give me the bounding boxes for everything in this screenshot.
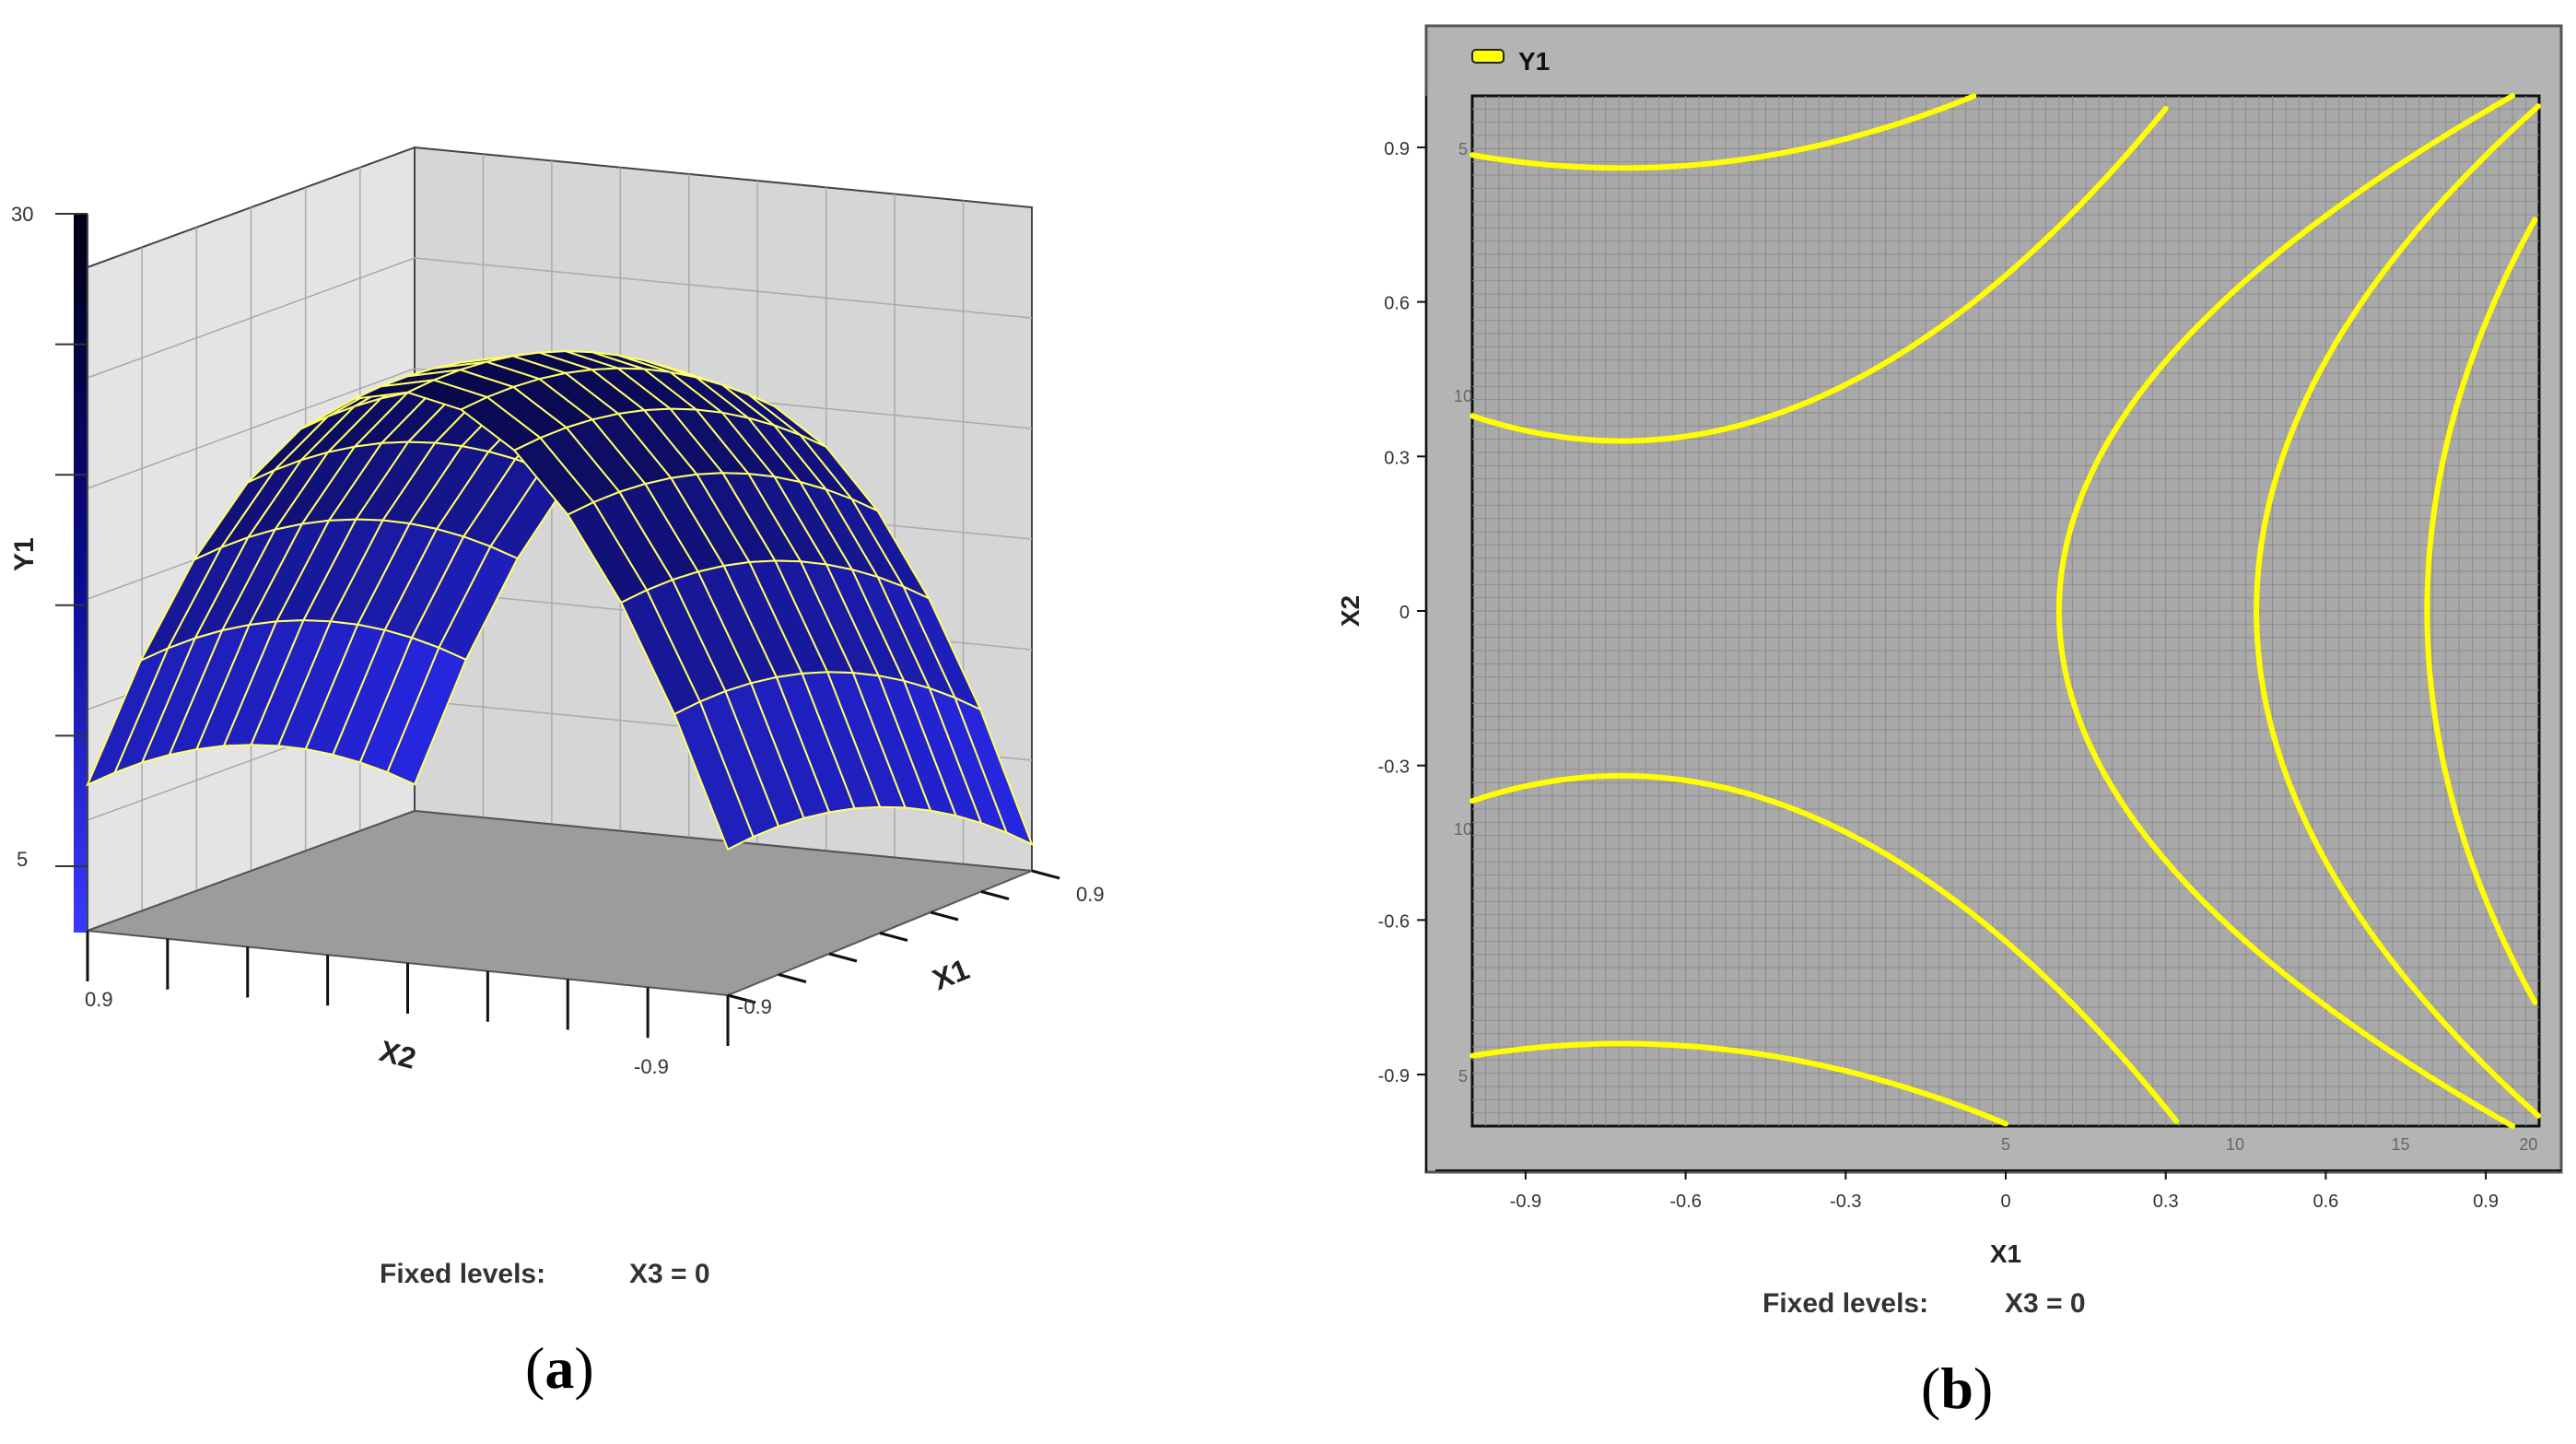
contour-line (1469, 772, 2180, 1124)
y-axis-label: X2 (1336, 595, 1364, 627)
x1-tick-label-back: 0.9 (1076, 883, 1105, 906)
y-tick-label: 0.3 (1384, 448, 1410, 468)
y-tick-label: -0.9 (1378, 1066, 1410, 1086)
wall-grid-line (414, 257, 1033, 319)
contour-line (2254, 103, 2541, 1119)
x-tick-label: -0.3 (1830, 1192, 1861, 1212)
legend-label: Y1 (1518, 47, 1550, 76)
y-tick-label: 0.9 (1384, 139, 1410, 159)
x2-tick-label-left: 0.9 (85, 988, 113, 1011)
y-tick-label: -0.6 (1378, 911, 1410, 932)
x1-tick-label-front: -0.9 (737, 995, 772, 1018)
y-tick-label: 0.6 (1384, 294, 1410, 314)
caption-b-letter: b (1940, 1356, 1973, 1421)
contour-level-label: 20 (2519, 1135, 2537, 1154)
contour-plot: Y1 -0.9 -0.6 -0.3 0 0.3 0.6 0.9 0.9 0.6 0.3 0 -0.3 -0… (1336, 24, 2563, 1268)
caption-a-letter: a (544, 1335, 575, 1401)
x1-axis-label: X1 (928, 952, 974, 996)
x-axis-label: X1 (1990, 1239, 2021, 1268)
contour-line (1469, 93, 1977, 171)
fixed-levels-label-a: Fixed levels: (380, 1259, 546, 1289)
x-tick-label: 0 (2000, 1192, 2010, 1212)
fixed-levels-value-a: X3 = 0 (629, 1259, 710, 1289)
contour-line (2055, 93, 2516, 1129)
contour-level-label: 10 (1454, 820, 1472, 839)
z-axis-label: Y1 (9, 537, 40, 571)
x-tick-label: -0.9 (1510, 1192, 1541, 1212)
contour-level-label: 10 (1454, 387, 1472, 405)
contour-level-label: 10 (2226, 1135, 2244, 1154)
contour-line (2424, 217, 2538, 1005)
z-tick-label-min: 5 (17, 848, 28, 871)
x-tick-label: -0.6 (1669, 1192, 1701, 1212)
caption-b: (b) (1921, 1356, 1994, 1421)
caption-a: (a) (525, 1335, 594, 1401)
x-tick-label: 0.6 (2313, 1192, 2338, 1212)
legend-swatch (1471, 49, 1505, 64)
contour-level-label: 15 (2391, 1135, 2409, 1154)
x2-axis-label: X2 (376, 1034, 419, 1075)
y-tick-label: 0 (1399, 603, 1410, 623)
x1-tick (778, 973, 807, 983)
x1-tick (980, 890, 1010, 900)
x1-tick (930, 910, 959, 922)
x1-tick (879, 932, 908, 942)
x2-tick-label-right: -0.9 (634, 1055, 669, 1078)
x1-tick (1031, 869, 1060, 880)
x1-tick (828, 952, 858, 963)
surface-plot-3d: 5 30 Y1 0.9 -0.9 -0.9 0.9 X2 X1 (9, 146, 1105, 1078)
contour-line (1469, 1040, 2008, 1127)
x-tick-label: 0.9 (2473, 1192, 2499, 1212)
contour-line (1469, 105, 2169, 444)
fixed-levels-label-b: Fixed levels: (1762, 1288, 1929, 1319)
fixed-levels-value-b: X3 = 0 (2005, 1288, 2086, 1319)
y-tick-label: -0.3 (1378, 757, 1410, 778)
color-scale-bar (74, 214, 87, 933)
contour-level-label: 5 (2001, 1135, 2010, 1154)
contour-level-label: 5 (1458, 1067, 1468, 1086)
z-tick-label-max: 30 (11, 203, 33, 226)
contour-level-label: 5 (1458, 140, 1468, 158)
surface-patch (673, 700, 755, 851)
x-tick-label: 0.3 (2153, 1192, 2179, 1212)
x1-tick (727, 993, 756, 1004)
